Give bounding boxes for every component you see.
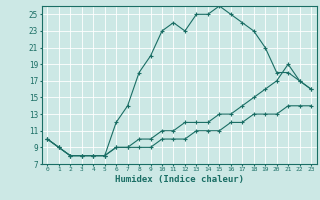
X-axis label: Humidex (Indice chaleur): Humidex (Indice chaleur)	[115, 175, 244, 184]
